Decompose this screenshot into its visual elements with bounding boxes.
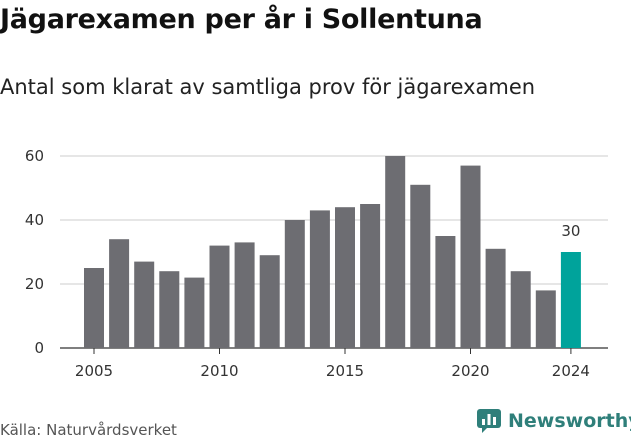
bar-2015 — [335, 207, 355, 348]
bar-2005 — [84, 268, 104, 348]
brand-name: Newsworthy — [508, 410, 631, 432]
bar-2020 — [460, 165, 481, 348]
x-tick-label: 2024 — [552, 362, 590, 380]
bar-2008 — [159, 271, 180, 348]
bar-2022 — [510, 271, 531, 348]
bar-2014 — [309, 210, 330, 348]
x-tick-label: 2015 — [326, 362, 364, 380]
data-label-2024: 30 — [561, 222, 580, 240]
y-tick-label: 20 — [25, 275, 44, 293]
x-tick-label: 2020 — [451, 362, 489, 380]
bar-2010 — [209, 245, 230, 348]
chart-title: Jägarexamen per år i Sollentuna — [0, 4, 483, 35]
bar-2006 — [109, 239, 130, 348]
brand-logo: Newsworthy — [476, 408, 631, 434]
bar-2013 — [284, 220, 305, 348]
bar-chart: 0 20 40 60 30 2005 2010 2015 2020 2024 — [25, 147, 608, 380]
bar-2007 — [134, 261, 155, 348]
bar-2019 — [435, 236, 456, 348]
bar-2011 — [234, 242, 255, 348]
y-axis-ticks: 0 20 40 60 — [25, 147, 44, 357]
bar-2021 — [485, 248, 506, 348]
bars — [84, 156, 581, 348]
source-note: Källa: Naturvårdsverket — [0, 421, 177, 439]
bar-2024 — [560, 252, 581, 348]
bar-2023 — [535, 290, 556, 348]
x-tick-label: 2005 — [75, 362, 113, 380]
x-axis-ticks: 2005 2010 2015 2020 2024 — [75, 348, 590, 380]
y-tick-label: 0 — [34, 339, 44, 357]
bar-2018 — [410, 184, 431, 348]
data-labels: 30 — [561, 222, 580, 240]
newsworthy-logo-icon — [477, 409, 501, 433]
y-tick-label: 40 — [25, 211, 44, 229]
y-tick-label: 60 — [25, 147, 44, 165]
chart-subtitle: Antal som klarat av samtliga prov för jä… — [0, 75, 536, 99]
x-tick-label: 2010 — [200, 362, 238, 380]
bar-2009 — [184, 277, 205, 348]
bar-2017 — [385, 156, 406, 348]
bar-2012 — [259, 255, 280, 348]
bar-2016 — [360, 204, 381, 348]
